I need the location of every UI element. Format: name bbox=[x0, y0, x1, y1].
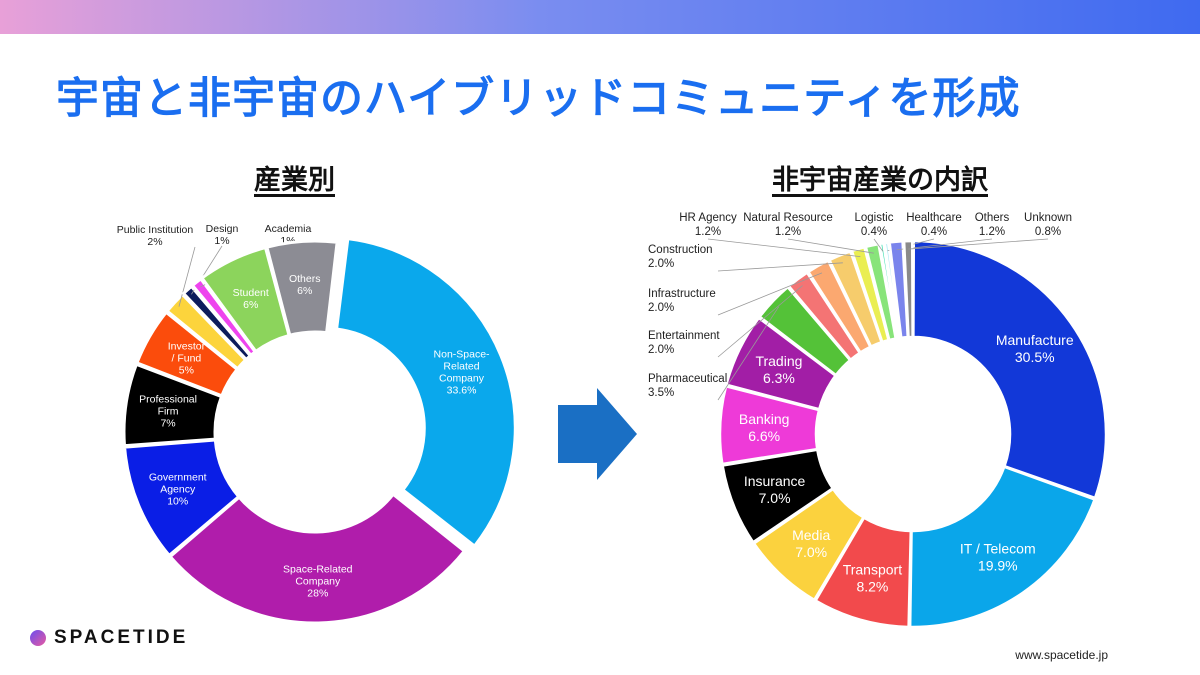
slice-professional-firm bbox=[122, 362, 224, 448]
slice-entertainment-leader bbox=[717, 285, 803, 358]
slice-public-institution-leader bbox=[178, 246, 196, 307]
slice-manufacture-label: Manufacture 30.5% bbox=[996, 332, 1074, 365]
slice-unknown-leader bbox=[908, 238, 1049, 250]
slice-others-label: Others 6% bbox=[289, 273, 321, 297]
slice-others bbox=[265, 239, 339, 338]
slice-hr-agency-leader bbox=[707, 238, 861, 258]
industry-donut-chart: Non-Space-Related Company 33.6% Space-Relat… bbox=[117, 223, 517, 625]
slice-manufacture bbox=[912, 239, 1108, 500]
slice-space-related-company-label: Space-Related Company 28% bbox=[283, 563, 353, 599]
left-chart-title: 産業別 bbox=[254, 165, 335, 196]
logo-text: SPACETIDE bbox=[54, 627, 189, 648]
slice-transport bbox=[813, 516, 913, 629]
slice-space-related-company bbox=[168, 492, 467, 625]
slice-banking bbox=[718, 384, 821, 466]
slice-trading-label: Trading 6.3% bbox=[755, 353, 802, 386]
slice-non-space-related-company-label: Non-Space-Related Company 33.6% bbox=[434, 349, 491, 397]
slice-construction-label: Construction 2.0% bbox=[648, 244, 713, 270]
spacetide-logo: SPACETIDE bbox=[30, 627, 188, 649]
slice-insurance-label: Insurance 7.0% bbox=[744, 473, 806, 506]
slice-entertainment-label: Entertainment 2.0% bbox=[648, 330, 720, 356]
right-chart-title: 非宇宙産業の内訳 bbox=[772, 165, 988, 196]
slice-pharmaceutical-leader bbox=[717, 306, 780, 401]
slice-unknown-label: Unknown 0.8% bbox=[1024, 212, 1072, 238]
top-gradient-bar bbox=[0, 0, 1200, 34]
arrow-icon bbox=[558, 388, 637, 480]
slice-media bbox=[752, 487, 866, 602]
page-title: 宇宙と非宇宙のハイブリッドコミュニティを形成 bbox=[56, 74, 1021, 124]
slice-transport-label: Transport 8.2% bbox=[843, 561, 903, 594]
slice-logistic-leader bbox=[873, 238, 884, 252]
slice-it-telecom bbox=[908, 465, 1097, 629]
slice-trading bbox=[724, 316, 838, 411]
slice-infrastructure-label: Infrastructure 2.0% bbox=[648, 288, 716, 314]
slice-public-institution-label: Public Institution 2% bbox=[117, 224, 194, 248]
slice-design-label: Design 1% bbox=[206, 223, 239, 247]
slice-student-label: Student 6% bbox=[233, 287, 269, 311]
slice-investor-fund bbox=[134, 310, 240, 398]
slice-natural-resource-leader bbox=[787, 238, 874, 254]
slice-professional-firm-label: Professional Firm 7% bbox=[139, 394, 197, 430]
slice-natural-resource-label: Natural Resource 1.2% bbox=[743, 212, 832, 238]
logo-mark-icon bbox=[30, 630, 46, 646]
footer-url: www.spacetide.jp bbox=[1015, 648, 1108, 662]
slice-student bbox=[199, 245, 291, 354]
slice-logistic-label: Logistic 0.4% bbox=[855, 212, 894, 238]
slice-others-label: Others 1.2% bbox=[975, 212, 1010, 238]
slice-government-agency bbox=[122, 438, 241, 558]
slice-non-space-related-company bbox=[334, 236, 517, 549]
slice-infrastructure-leader bbox=[717, 272, 823, 316]
slice-insurance bbox=[721, 448, 835, 544]
slice-government-agency-label: Government Agency 10% bbox=[149, 472, 207, 508]
slice-media-label: Media 7.0% bbox=[792, 527, 830, 560]
slice-it-telecom-label: IT / Telecom 19.9% bbox=[960, 541, 1036, 574]
slice-construction-leader bbox=[717, 262, 843, 272]
slice-investor-fund-label: Investor / Fund 5% bbox=[168, 341, 206, 377]
slice-banking-label: Banking 6.6% bbox=[739, 411, 790, 444]
slice-unknown bbox=[902, 239, 914, 339]
slice-hr-agency-label: HR Agency 1.2% bbox=[679, 212, 737, 238]
non-space-donut-chart: Manufacture 30.5% IT / Telecom 19.9% Transpo… bbox=[648, 212, 1108, 629]
slice-pharmaceutical-label: Pharmaceutical 3.5% bbox=[648, 373, 727, 399]
slice-healthcare-label: Healthcare 0.4% bbox=[906, 212, 962, 238]
